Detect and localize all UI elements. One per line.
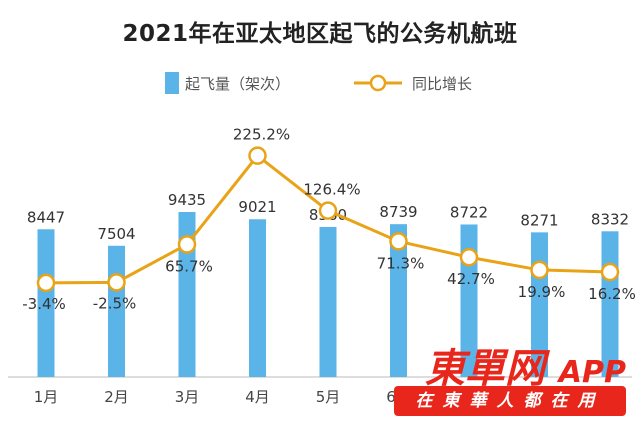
bar-value-label-3: 9435 (168, 191, 206, 209)
bar-value-label-4: 9021 (238, 198, 276, 216)
growth-value-label-8: 19.9% (518, 283, 566, 301)
legend-label-growth: 同比增长 (412, 74, 473, 93)
growth-value-label-1: -3.4% (22, 295, 66, 313)
bar-value-label-8: 8271 (520, 211, 558, 229)
growth-marker-6 (389, 232, 408, 251)
x-tick-label-2: 2月 (104, 388, 129, 406)
chart-title: 2021年在亚太地区起飞的公务机航班 (122, 21, 518, 47)
x-tick-label-4: 4月 (245, 388, 270, 406)
growth-marker-4 (248, 146, 267, 165)
bar-value-label-6: 8739 (379, 203, 417, 221)
growth-marker-7 (459, 247, 479, 267)
watermark-brand-text: 東單网 (424, 346, 545, 392)
watermark-brand: 東單网 APP (425, 336, 626, 394)
bar-6 (390, 224, 407, 377)
growth-marker-5 (318, 201, 338, 220)
growth-marker-3 (177, 235, 197, 254)
growth-value-label-5: 126.4% (303, 181, 360, 199)
growth-marker-9 (600, 262, 620, 282)
bar-value-label-1: 8447 (27, 208, 65, 226)
watermark-logo: 東單网 APP 在東華人都在用 (392, 336, 632, 422)
growth-marker-1 (36, 273, 56, 293)
bar-3 (178, 212, 196, 377)
growth-value-label-3: 65.7% (165, 257, 213, 275)
watermark-slogan: 在東華人都在用 (394, 386, 626, 416)
x-tick-label-3: 3月 (175, 388, 200, 406)
legend-bar-swatch (165, 72, 179, 94)
watermark-app-text: APP (558, 355, 626, 390)
bar-value-label-9: 8332 (591, 210, 629, 228)
bar-5 (319, 226, 337, 377)
bar-value-label-2: 7504 (97, 225, 135, 243)
bar-1 (37, 229, 55, 377)
growth-marker-2 (107, 273, 126, 292)
legend-item-growth: 同比增长 (352, 70, 472, 96)
chart-legend: 起飞量（架次） 同比增长 (0, 70, 640, 96)
legend-label-flights: 起飞量（架次） (185, 74, 291, 93)
x-tick-label-5: 5月 (316, 388, 341, 406)
legend-item-flights: 起飞量（架次） (165, 70, 290, 96)
x-tick-label-1: 1月 (34, 388, 59, 406)
growth-value-label-6: 71.3% (377, 254, 425, 272)
growth-value-label-7: 42.7% (447, 270, 495, 288)
growth-value-label-9: 16.2% (588, 285, 636, 303)
growth-marker-8 (530, 260, 549, 280)
growth-value-label-2: -2.5% (93, 294, 137, 312)
bar-4 (249, 219, 266, 377)
legend-line-swatch (354, 74, 402, 92)
growth-value-label-4: 225.2% (233, 126, 290, 144)
bar-value-label-7: 8722 (450, 203, 488, 221)
